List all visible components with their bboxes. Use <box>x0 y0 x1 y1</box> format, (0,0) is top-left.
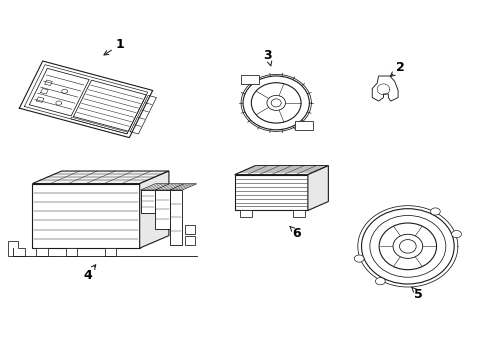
Text: 4: 4 <box>83 269 92 282</box>
Ellipse shape <box>266 95 285 111</box>
Text: 3: 3 <box>263 49 272 62</box>
Polygon shape <box>371 76 397 101</box>
Polygon shape <box>239 211 251 217</box>
Polygon shape <box>169 184 196 190</box>
Ellipse shape <box>243 76 309 130</box>
Ellipse shape <box>361 209 453 284</box>
Text: 6: 6 <box>292 226 301 239</box>
Polygon shape <box>8 241 25 256</box>
Circle shape <box>451 230 461 238</box>
Polygon shape <box>155 184 184 190</box>
Circle shape <box>429 208 439 215</box>
Text: 2: 2 <box>395 60 404 73</box>
Ellipse shape <box>392 234 422 258</box>
Polygon shape <box>32 184 140 248</box>
Ellipse shape <box>251 83 301 123</box>
Polygon shape <box>32 171 168 184</box>
Polygon shape <box>65 248 77 256</box>
Polygon shape <box>293 211 305 217</box>
Polygon shape <box>141 184 169 190</box>
Polygon shape <box>184 225 195 234</box>
Text: 5: 5 <box>413 288 422 301</box>
Ellipse shape <box>369 216 445 277</box>
Polygon shape <box>234 166 328 175</box>
Polygon shape <box>140 171 168 248</box>
Circle shape <box>375 278 385 285</box>
Polygon shape <box>36 248 48 256</box>
Polygon shape <box>169 190 182 245</box>
Polygon shape <box>295 121 312 130</box>
Polygon shape <box>104 248 116 256</box>
Polygon shape <box>141 190 155 213</box>
Polygon shape <box>184 235 195 244</box>
Polygon shape <box>307 166 328 211</box>
Polygon shape <box>241 75 258 84</box>
Ellipse shape <box>271 99 281 107</box>
Ellipse shape <box>378 223 436 270</box>
Polygon shape <box>155 190 169 229</box>
Circle shape <box>354 255 363 262</box>
Polygon shape <box>71 117 127 134</box>
Ellipse shape <box>399 239 415 253</box>
Polygon shape <box>234 175 307 211</box>
Text: 1: 1 <box>116 38 124 51</box>
